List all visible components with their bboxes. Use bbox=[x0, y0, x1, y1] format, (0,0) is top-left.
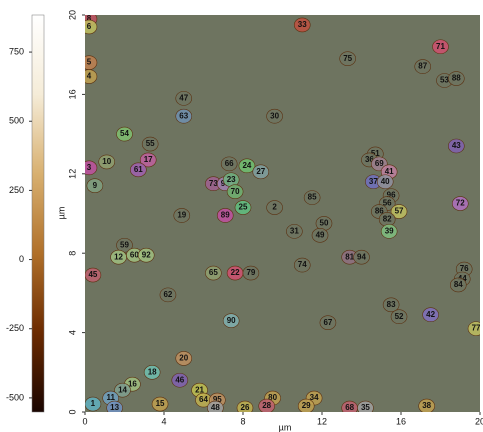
colorbar-tick-label: 500 bbox=[9, 116, 24, 126]
particle-label: 68 bbox=[345, 403, 354, 412]
particle-label: 64 bbox=[199, 395, 208, 404]
particle-label: 88 bbox=[452, 74, 461, 83]
particle-label: 84 bbox=[454, 280, 463, 289]
colorbar-tick-label: -500 bbox=[6, 392, 24, 402]
y-tick-label: 12 bbox=[67, 169, 77, 179]
particle-label: 53 bbox=[440, 76, 449, 85]
x-tick-label: 4 bbox=[161, 416, 166, 426]
particle-label: 1 bbox=[91, 399, 96, 408]
particle-label: 39 bbox=[385, 226, 394, 235]
particle-label: 89 bbox=[221, 211, 230, 220]
particle-label: 82 bbox=[383, 215, 392, 224]
particle-label: 12 bbox=[114, 252, 123, 261]
particle-label: 15 bbox=[156, 399, 165, 408]
colorbar-tick-label: 0 bbox=[19, 254, 24, 264]
particle-label: 79 bbox=[246, 268, 255, 277]
particle-label: 33 bbox=[298, 20, 307, 29]
particle-label: 55 bbox=[146, 139, 155, 148]
particle-label: 27 bbox=[256, 167, 265, 176]
y-tick-label: 8 bbox=[67, 251, 77, 256]
particle-label: 3 bbox=[87, 163, 92, 172]
particle-label: 77 bbox=[472, 324, 481, 333]
particle-label: 9 bbox=[93, 181, 98, 190]
particle-label: 35 bbox=[361, 403, 370, 412]
particle-label: 49 bbox=[316, 230, 325, 239]
particle-label: 17 bbox=[144, 155, 153, 164]
particle-label: 62 bbox=[163, 290, 172, 299]
particle-label: 74 bbox=[298, 260, 307, 269]
particle-label: 92 bbox=[142, 250, 151, 259]
particle-label: 54 bbox=[120, 129, 129, 138]
particle-label: 30 bbox=[270, 111, 279, 120]
x-tick-label: 16 bbox=[396, 416, 406, 426]
particle-label: 6 bbox=[87, 22, 92, 31]
colorbar-tick-label: -250 bbox=[6, 323, 24, 333]
particle-label: 2 bbox=[272, 203, 277, 212]
particle-label: 40 bbox=[381, 177, 390, 186]
particle-label: 52 bbox=[395, 312, 404, 321]
particle-label: 71 bbox=[436, 42, 445, 51]
particle-label: 75 bbox=[343, 54, 352, 63]
particle-label: 43 bbox=[452, 141, 461, 150]
particle-label: 38 bbox=[422, 401, 431, 410]
colorbar bbox=[32, 15, 44, 412]
particle-label: 70 bbox=[231, 187, 240, 196]
y-axis-label: µm bbox=[56, 207, 66, 220]
particle-label: 25 bbox=[239, 203, 248, 212]
particle-label: 10 bbox=[102, 157, 111, 166]
particle-label: 50 bbox=[320, 219, 329, 228]
y-tick-label: 4 bbox=[67, 330, 77, 335]
particle-label: 83 bbox=[387, 300, 396, 309]
particle-label: 69 bbox=[375, 159, 384, 168]
particle-label: 66 bbox=[225, 159, 234, 168]
particle-label: 5 bbox=[87, 58, 92, 67]
chart: µm µm 3371758753884763305455435136691710… bbox=[0, 0, 483, 432]
particle-label: 72 bbox=[456, 199, 465, 208]
particle-label: 28 bbox=[262, 401, 271, 410]
particle-label: 24 bbox=[242, 161, 251, 170]
particle-label: 20 bbox=[179, 354, 188, 363]
particle-label: 63 bbox=[179, 111, 188, 120]
particle-label: 48 bbox=[211, 403, 220, 412]
x-axis-label: µm bbox=[279, 422, 292, 432]
particle-label: 42 bbox=[426, 310, 435, 319]
particle-label: 67 bbox=[323, 318, 332, 327]
particle-label: 46 bbox=[175, 375, 184, 384]
particle-label: 19 bbox=[177, 211, 186, 220]
particle-label: 45 bbox=[88, 270, 97, 279]
particle-label: 59 bbox=[120, 240, 129, 249]
colorbar-tick-label: 250 bbox=[9, 185, 24, 195]
x-tick-label: 0 bbox=[82, 416, 87, 426]
colorbar-tick-label: 750 bbox=[9, 46, 24, 56]
y-tick-label: 0 bbox=[67, 409, 77, 414]
particle-label: 47 bbox=[179, 93, 188, 102]
y-tick-label: 16 bbox=[67, 89, 77, 99]
particle-label: 61 bbox=[134, 165, 143, 174]
particle-label: 90 bbox=[227, 316, 236, 325]
particle-label: 14 bbox=[118, 385, 127, 394]
particle-label: 18 bbox=[148, 367, 157, 376]
image-area bbox=[85, 15, 480, 412]
particle-label: 29 bbox=[302, 401, 311, 410]
particle-label: 65 bbox=[209, 268, 218, 277]
particle-label: 13 bbox=[110, 403, 119, 412]
particle-label: 22 bbox=[231, 268, 240, 277]
particle-label: 4 bbox=[87, 72, 92, 81]
particle-label: 23 bbox=[227, 175, 236, 184]
x-tick-label: 8 bbox=[240, 416, 245, 426]
particle-label: 31 bbox=[290, 226, 299, 235]
particle-label: 94 bbox=[357, 252, 366, 261]
particle-label: 85 bbox=[308, 193, 317, 202]
particle-label: 26 bbox=[241, 403, 250, 412]
particle-label: 87 bbox=[418, 62, 427, 71]
x-tick-label: 12 bbox=[317, 416, 327, 426]
particle-label: 57 bbox=[395, 207, 404, 216]
y-tick-label: 20 bbox=[67, 10, 77, 20]
x-tick-label: 20 bbox=[475, 416, 483, 426]
